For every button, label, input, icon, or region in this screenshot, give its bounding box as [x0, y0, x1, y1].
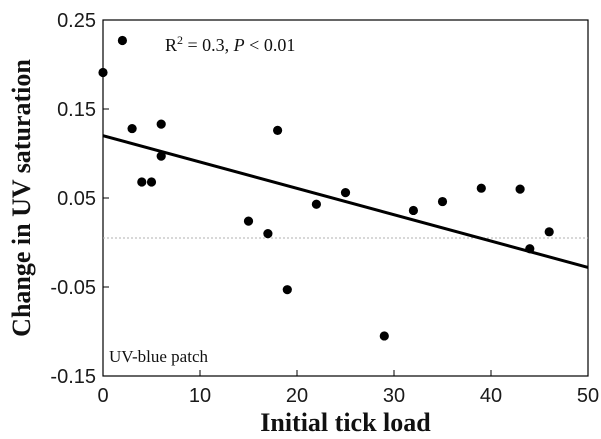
data-point — [515, 184, 525, 194]
x-axis-ticks: 0 10 20 30 40 50 — [97, 370, 599, 407]
p-value: < 0.01 — [245, 35, 296, 55]
data-point — [476, 183, 486, 193]
data-point — [437, 196, 448, 207]
data-point — [408, 205, 418, 216]
data-point — [127, 123, 137, 134]
x-tick-label: 0 — [97, 385, 108, 407]
data-point — [156, 151, 166, 161]
y-tick-label: 0.05 — [57, 188, 96, 210]
x-tick-label: 40 — [480, 385, 502, 407]
data-point — [137, 177, 147, 187]
data-point — [243, 216, 254, 226]
data-points — [98, 35, 554, 341]
y-tick-label: -0.15 — [50, 366, 96, 388]
data-point — [525, 244, 535, 254]
data-point — [340, 188, 351, 198]
data-point — [379, 331, 389, 341]
data-point — [117, 35, 127, 46]
y-tick-label: -0.05 — [50, 277, 96, 299]
data-point — [273, 125, 283, 135]
r2-superscript: 2 — [177, 33, 183, 47]
data-point — [311, 199, 321, 209]
regression-line — [102, 134, 589, 269]
data-point — [282, 285, 292, 295]
data-point — [98, 67, 108, 78]
panel-label: UV-blue patch — [109, 347, 208, 366]
x-axis-title: Initial tick load — [260, 408, 431, 437]
p-label: P — [233, 35, 245, 55]
x-tick-label: 30 — [383, 385, 405, 407]
y-tick-label: 0.25 — [57, 10, 96, 32]
x-tick-label: 50 — [577, 385, 599, 407]
y-axis-title: Change in UV saturation — [7, 59, 36, 337]
data-point — [156, 119, 166, 129]
plot-area — [98, 19, 589, 377]
data-point — [263, 229, 273, 239]
r2-value: = 0.3, — [183, 35, 234, 55]
plot-frame — [102, 19, 589, 377]
y-axis-ticks: 0.25 0.15 0.05 -0.05 -0.15 — [50, 10, 109, 388]
x-tick-label: 10 — [189, 385, 211, 407]
data-point — [544, 227, 554, 237]
y-tick-label: 0.15 — [57, 99, 96, 121]
r2-prefix: R — [165, 35, 177, 55]
fit-statistics-annotation: R2 = 0.3, P < 0.01 — [165, 33, 295, 55]
data-point — [146, 177, 157, 187]
x-tick-label: 20 — [286, 385, 308, 407]
